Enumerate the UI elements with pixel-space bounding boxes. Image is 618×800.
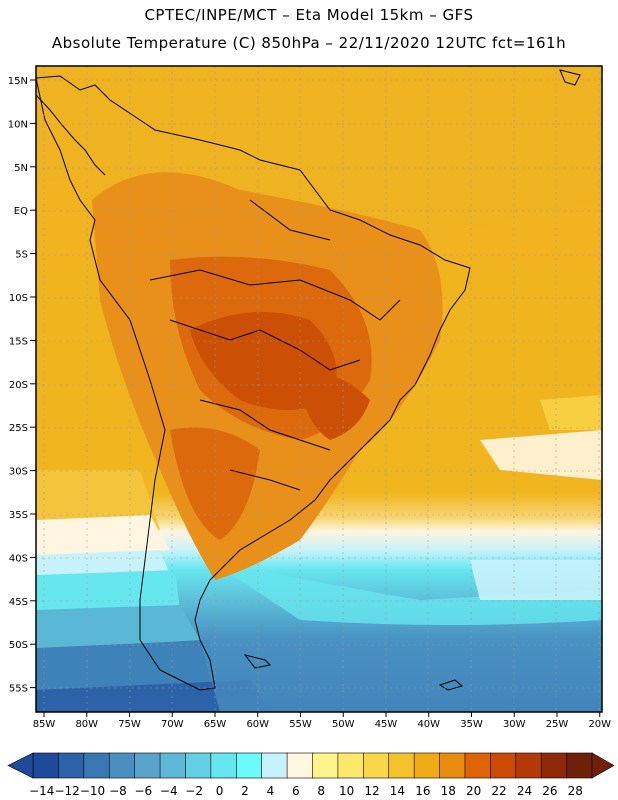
colorbar-label: 6 — [292, 784, 300, 798]
colorbar-swatch — [540, 752, 568, 779]
colorbar-swatch — [439, 752, 466, 779]
lon-label: 70W — [161, 719, 184, 730]
map-subtitle: Absolute Temperature (C) 850hPa – 22/11/… — [51, 34, 567, 52]
colorbar-swatch — [337, 752, 365, 779]
colorbar-swatch — [58, 752, 85, 779]
colorbar-label: 28 — [568, 784, 583, 798]
colorbar-label: −12 — [54, 784, 79, 798]
colorbar-swatch — [464, 752, 492, 779]
longitude-axis: 85W 80W 75W 70W 65W 60W 55W 50W 45W 40W 35W 30W 25W 2… — [33, 712, 611, 730]
colorbar-label: −2 — [185, 784, 203, 798]
colorbar-swatch — [261, 752, 288, 779]
lat-label: 15N — [8, 76, 28, 87]
colorbar-swatch — [235, 752, 263, 779]
lon-label: 30W — [503, 719, 526, 730]
colorbar-label: −6 — [134, 784, 152, 798]
colorbar-max-arrow — [591, 752, 615, 779]
colorbar-swatch — [515, 752, 542, 779]
lon-label: 35W — [460, 719, 483, 730]
lat-label: EQ — [14, 206, 28, 217]
colorbar-label: 24 — [517, 784, 532, 798]
colorbar-label: 8 — [317, 784, 325, 798]
lon-label: 50W — [332, 719, 355, 730]
colorbar-label: 12 — [364, 784, 379, 798]
colorbar-label: 10 — [339, 784, 354, 798]
colorbar: −14 −12 −10 −8 −6 −4 −2 0 2 4 6 8 10 12 14 16 18 20 22 24 26… — [7, 752, 615, 798]
lat-label: 20S — [9, 380, 28, 391]
lat-label: 35S — [9, 510, 28, 521]
lat-label: 10N — [8, 119, 28, 130]
latitude-axis: 15N 10N 5N EQ 5S 10S 15S 20S 25S 30S 35S 40S 45S 50S 5… — [8, 76, 36, 695]
colorbar-label: 4 — [267, 784, 275, 798]
lat-label: 5S — [15, 250, 28, 261]
lat-label: 55S — [9, 684, 28, 695]
lon-label: 85W — [33, 719, 56, 730]
colorbar-label: 18 — [441, 784, 456, 798]
lat-label: 45S — [9, 597, 28, 608]
lon-label: 45W — [375, 719, 398, 730]
colorbar-swatch — [363, 752, 390, 779]
colorbar-swatch — [83, 752, 111, 779]
lat-label: 30S — [9, 467, 28, 478]
map-frame — [35, 65, 603, 713]
graticule — [36, 66, 602, 712]
colorbar-swatch — [312, 752, 339, 779]
colorbar-label: −14 — [29, 784, 54, 798]
lon-label: 40W — [417, 719, 440, 730]
temperature-field — [36, 66, 602, 712]
colorbar-label: 0 — [216, 784, 224, 798]
lat-label: 10S — [9, 293, 28, 304]
lat-label: 15S — [9, 336, 28, 347]
lon-label: 60W — [246, 719, 269, 730]
colorbar-swatch — [566, 752, 593, 779]
lat-label: 25S — [9, 423, 28, 434]
colorbar-swatch — [210, 752, 238, 779]
colorbar-swatch — [413, 752, 441, 779]
lat-label: 50S — [9, 640, 28, 651]
colorbar-swatch — [108, 752, 136, 779]
colorbar-swatch — [134, 752, 161, 779]
map-title: CPTEC/INPE/MCT – Eta Model 15km – GFS — [144, 6, 474, 24]
colorbar-label: 16 — [415, 784, 430, 798]
colorbar-label: −8 — [109, 784, 127, 798]
lon-label: 75W — [118, 719, 141, 730]
colorbar-swatch — [490, 752, 517, 779]
colorbar-label: 22 — [491, 784, 506, 798]
lon-label: 55W — [289, 719, 312, 730]
colorbar-swatch — [388, 752, 415, 779]
lon-label: 65W — [204, 719, 227, 730]
coastlines — [36, 69, 581, 691]
colorbar-swatch — [32, 752, 60, 779]
colorbar-swatch — [159, 752, 187, 779]
colorbar-label: 2 — [241, 784, 249, 798]
lon-label: 80W — [75, 719, 98, 730]
lat-label: 40S — [9, 553, 28, 564]
colorbar-label: −4 — [160, 784, 178, 798]
lon-label: 20W — [588, 719, 611, 730]
colorbar-label: 20 — [466, 784, 481, 798]
colorbar-label: 14 — [390, 784, 405, 798]
colorbar-swatch — [286, 752, 314, 779]
colorbar-label: −10 — [80, 784, 105, 798]
lat-label: 5N — [14, 163, 28, 174]
lon-label: 25W — [546, 719, 569, 730]
colorbar-label: 26 — [542, 784, 557, 798]
colorbar-swatch — [185, 752, 212, 779]
colorbar-min-arrow — [7, 752, 34, 779]
